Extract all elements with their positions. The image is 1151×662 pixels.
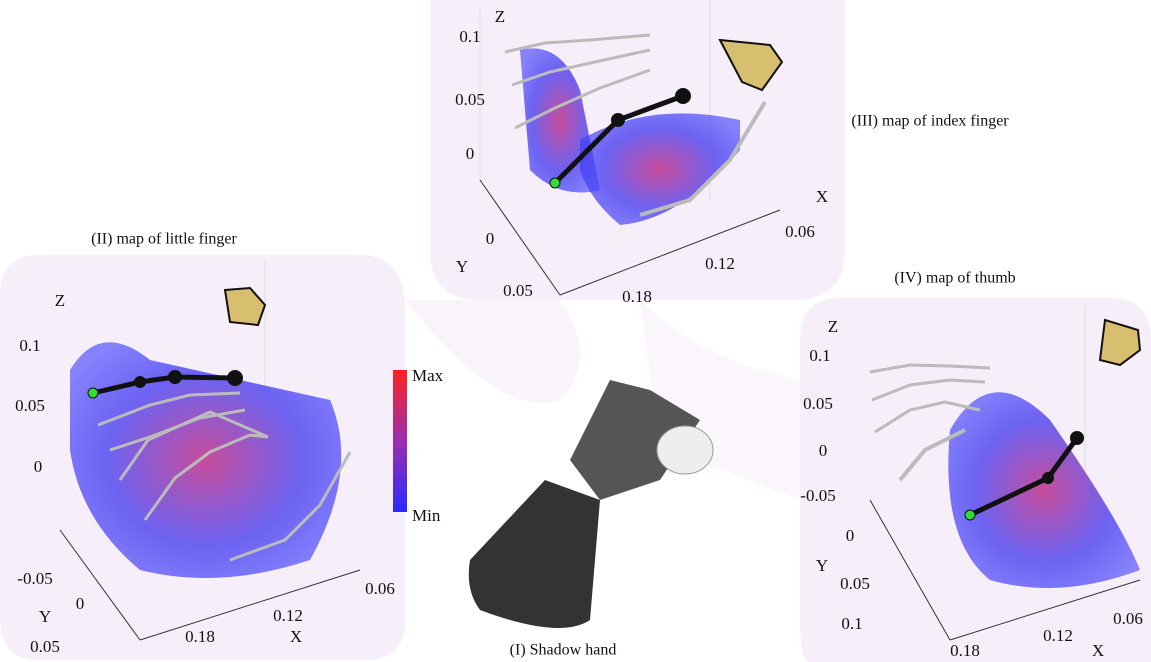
- z-tick-label: 0: [819, 441, 828, 460]
- z-axis-label: Z: [828, 317, 838, 336]
- panel-caption: (IV) map of thumb: [894, 270, 1015, 287]
- z-tick-label: 0.1: [459, 27, 480, 46]
- colorbar-max: Max: [412, 366, 444, 385]
- x-tick-label: 0.12: [1043, 626, 1073, 645]
- x-tick-label: 0.12: [705, 254, 735, 273]
- panel-caption: (II) map of little finger: [91, 231, 237, 248]
- y-tick-label: 0: [846, 526, 855, 545]
- y-tick-label: 0.05: [840, 574, 870, 593]
- x-axis-label: X: [290, 627, 302, 646]
- hand-illustration: [469, 380, 713, 628]
- panel-caption: (III) map of index finger: [851, 113, 1009, 130]
- x-axis-label: X: [1092, 641, 1104, 660]
- caption: (I) Shadow hand: [510, 642, 617, 659]
- y-axis-label: Y: [816, 556, 828, 575]
- y-tick-label: 0: [486, 229, 495, 248]
- z-tick-label: 0: [34, 457, 43, 476]
- x-axis-label: X: [816, 187, 828, 206]
- x-tick-label: 0.18: [622, 287, 652, 306]
- y-tick-label: 0.05: [30, 637, 60, 656]
- z-tick-label: -0.05: [800, 486, 835, 505]
- x-tick-label: 0.12: [273, 606, 303, 625]
- colorbar-min: Min: [412, 506, 441, 525]
- y-tick-label: -0.05: [17, 569, 52, 588]
- y-tick-label: 0.05: [503, 281, 533, 300]
- x-tick-label: 0.06: [1113, 609, 1143, 628]
- z-tick-label: 0.1: [19, 336, 40, 355]
- z-tick-label: 0.05: [15, 396, 45, 415]
- z-tick-label: 0.05: [803, 394, 833, 413]
- y-tick-label: 0: [76, 594, 85, 613]
- z-tick-label: 0: [466, 144, 475, 163]
- y-axis-label: Y: [456, 257, 468, 276]
- x-tick-label: 0.18: [185, 627, 215, 646]
- y-axis-label: Y: [39, 607, 51, 626]
- x-tick-label: 0.06: [365, 579, 395, 598]
- y-tick-label: 0.1: [841, 614, 862, 633]
- z-axis-label: Z: [495, 7, 505, 26]
- x-tick-label: 0.18: [950, 641, 980, 660]
- z-tick-label: 0.1: [809, 346, 830, 365]
- z-axis-label: Z: [55, 291, 65, 310]
- z-tick-label: 0.05: [455, 90, 485, 109]
- x-tick-label: 0.06: [785, 222, 815, 241]
- figure: Max Min (I) Shadow hand (III) map of ind…: [0, 0, 1151, 662]
- colorbar: [393, 370, 407, 512]
